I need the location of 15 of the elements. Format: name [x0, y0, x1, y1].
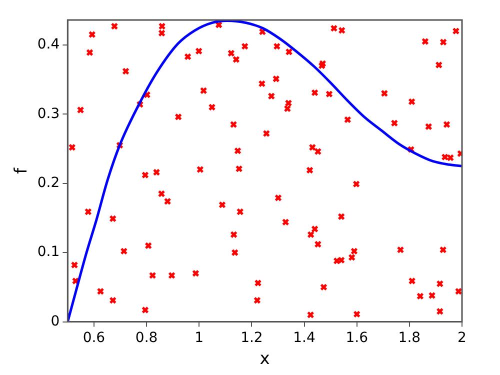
x-tick-label: 1.2 [240, 330, 263, 346]
y-tick-label: 0.1 [37, 244, 60, 260]
y-tick-label: 0.2 [37, 175, 60, 191]
y-tick-label: 0.4 [37, 36, 60, 53]
x-tick-label: 0.6 [82, 330, 106, 346]
y-axis-title: f [12, 166, 32, 174]
x-tick-label: 1 [194, 330, 204, 346]
x-tick-label: 2 [458, 330, 466, 346]
x-tick-label: 1.4 [293, 330, 316, 346]
x-tick-label: 1.6 [346, 330, 368, 346]
y-tick-label: 0 [50, 313, 60, 330]
x-tick-label: 1.8 [398, 330, 421, 346]
x-tick-label: 0.8 [135, 330, 158, 346]
y-tick-label: 0.3 [37, 106, 60, 122]
x-axis-title: x [260, 349, 270, 370]
